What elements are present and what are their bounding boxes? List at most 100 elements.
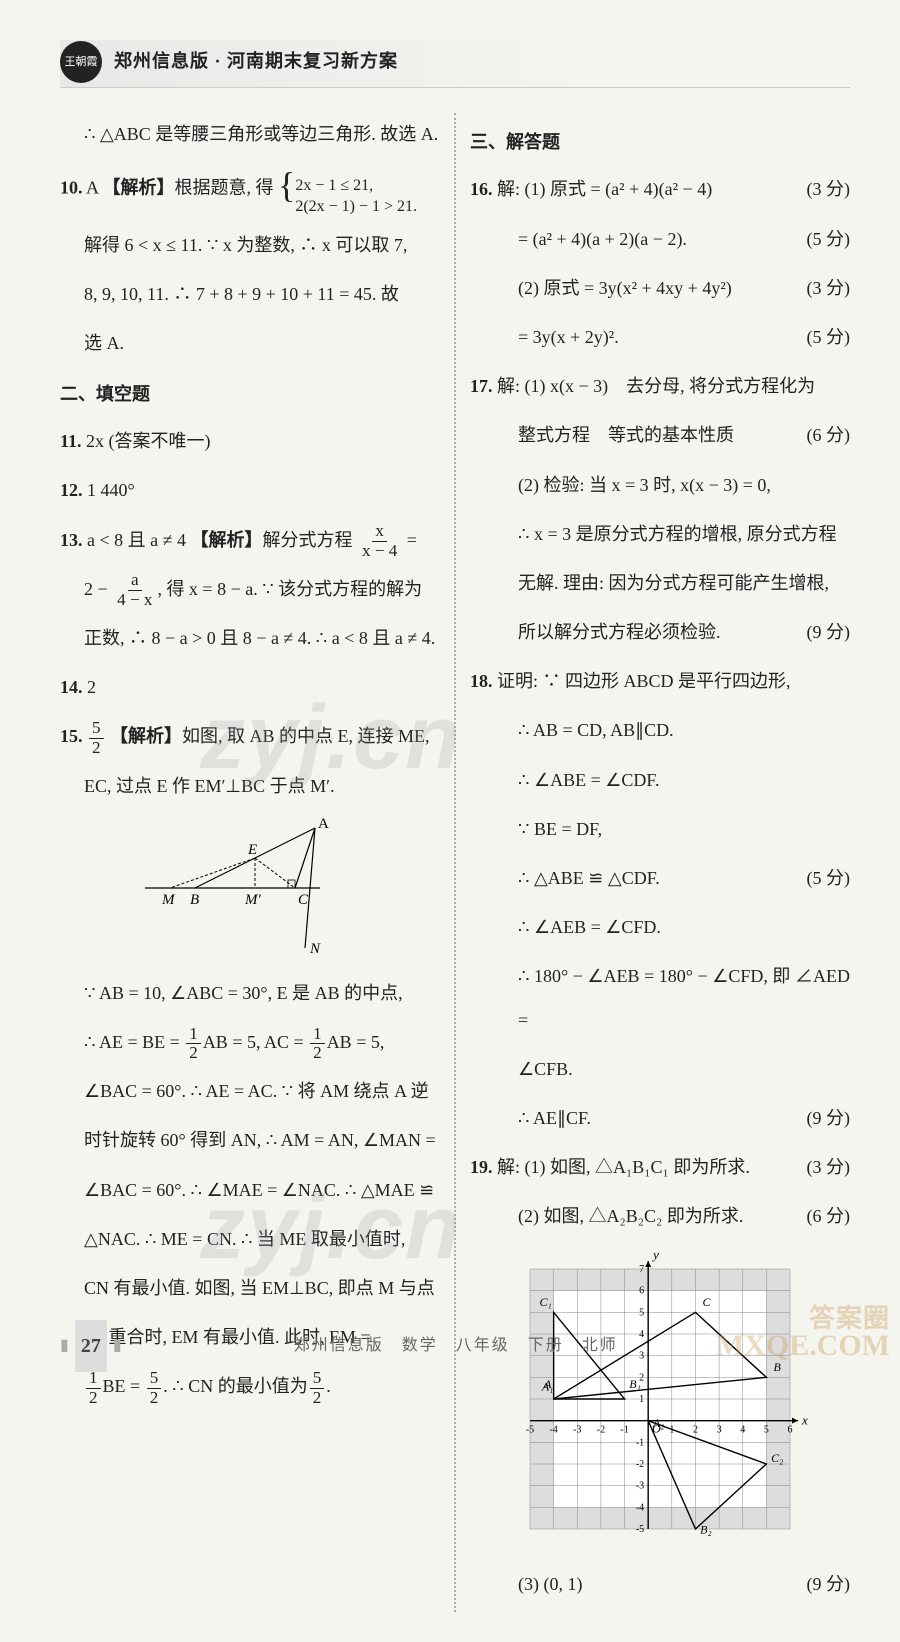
svg-text:x: x (801, 1412, 808, 1427)
right-column: 三、解答题 16. 解: (1) 原式 = (a² + 4)(a² − 4) (… (456, 113, 850, 1612)
q18-l7: ∴ 180° − ∠AEB = 180° − ∠CFD, 即 ∠AED = (470, 955, 850, 1041)
svg-text:7: 7 (639, 1264, 644, 1275)
svg-text:B₂: B₂ (700, 1522, 712, 1536)
svg-text:5: 5 (764, 1424, 769, 1435)
svg-text:C₁: C₁ (539, 1294, 551, 1308)
q10-sys2: 2(2x − 1) − 1 > 21. (295, 197, 417, 218)
svg-text:6: 6 (639, 1285, 644, 1296)
q13-pre: a < 8 且 a ≠ 4 (87, 530, 186, 550)
q15-line2: EC, 过点 E 作 EM′⊥BC 于点 M′. (60, 765, 440, 808)
q13-eq: = (402, 530, 417, 550)
q13-frac1: xx − 4 (359, 522, 400, 561)
q15-p1: ∴ AE = BE = 12AB = 5, AC = 12AB = 5, (60, 1021, 440, 1064)
q18-l2: ∴ AB = CD, AB∥CD. (470, 709, 850, 752)
q13-label: 【解析】 (191, 530, 263, 550)
q10-num: 10. (60, 178, 83, 198)
svg-text:3: 3 (717, 1424, 722, 1435)
svg-text:C₂: C₂ (771, 1450, 783, 1464)
q10-label: 【解析】 (103, 178, 175, 198)
q19-graph: -5-4-3-2-1123456-5-4-3-2-11234567xyOABCA… (470, 1249, 850, 1549)
page: 王朝霞 郑州信息版 · 河南期末复习新方案 ∴ △ABC 是等腰三角形或等边三角… (0, 0, 900, 1642)
page-num-box: ▮ 27 ▮ (60, 1320, 122, 1372)
q18-l3: ∴ ∠ABE = ∠CDF. (470, 759, 850, 802)
svg-text:B₁: B₁ (629, 1377, 641, 1391)
svg-text:-5: -5 (526, 1424, 534, 1435)
q10-line4: 选 A. (60, 322, 440, 365)
q12-num: 12. (60, 480, 83, 500)
q15-p5: 时针旋转 60° 得到 AN, ∴ AM = AN, ∠MAN = (60, 1119, 440, 1162)
q15-num: 15. (60, 726, 83, 746)
svg-text:-3: -3 (573, 1424, 581, 1435)
q15-diagram: A E M B M′ C N (60, 818, 440, 958)
q13: 13. a < 8 且 a ≠ 4 【解析】解分式方程 xx − 4 = (60, 519, 440, 562)
svg-text:5: 5 (639, 1307, 644, 1318)
q18-l1: 18. 证明: ∵ 四边形 ABCD 是平行四边形, (470, 660, 850, 703)
svg-text:-1: -1 (636, 1437, 644, 1448)
svg-text:y: y (651, 1249, 659, 1262)
q15-p4: ∠BAC = 60°. ∴ AE = AC. ∵ 将 AM 绕点 A 逆 (60, 1070, 440, 1113)
q19-l3: (3) (0, 1)(9 分) (470, 1563, 850, 1606)
q13-line2: 2 − a4 − x, 得 x = 8 − a. ∵ 该分式方程的解为 (60, 568, 440, 611)
svg-text:A₂: A₂ (652, 1416, 665, 1430)
q11-num: 11. (60, 431, 82, 451)
q10: 10. A 【解析】根据题意, 得 { 2x − 1 ≤ 21, 2(2x − … (60, 162, 440, 217)
q14-text: 2 (87, 677, 96, 697)
q18-l5: ∴ △ABE ≌ △CDF.(5 分) (470, 857, 850, 900)
svg-text:M: M (161, 892, 176, 908)
left-column: ∴ △ABC 是等腰三角形或等边三角形. 故选 A. 10. A 【解析】根据题… (60, 113, 454, 1612)
q15-p8: CN 有最小值. 如图, 当 EM⊥BC, 即点 M 与点 (60, 1267, 440, 1310)
q19-l1: 19. 解: (1) 如图, △A₁B₁C₁ 即为所求.(3 分) (470, 1146, 850, 1189)
q17-l5: 无解. 理由: 因为分式方程可能产生增根, (470, 562, 850, 605)
svg-text:C: C (703, 1294, 712, 1308)
q10-sys1: 2x − 1 ≤ 21, (295, 176, 417, 197)
section-2-head: 二、填空题 (60, 373, 440, 416)
q13-line3: 正数, ∴ 8 − a > 0 且 8 − a ≠ 4. ∴ a < 8 且 a… (60, 617, 440, 660)
page-number: 27 (75, 1320, 107, 1372)
q15-p6: ∠BAC = 60°. ∴ ∠MAE = ∠NAC. ∴ △MAE ≌ (60, 1169, 440, 1212)
header-title: 郑州信息版 · 河南期末复习新方案 (114, 40, 398, 83)
svg-text:M′: M′ (244, 892, 261, 908)
svg-text:N: N (309, 941, 321, 957)
q19-l2: (2) 如图, △A₂B₂C₂ 即为所求.(6 分) (470, 1195, 850, 1238)
q18-l4: ∵ BE = DF, (470, 808, 850, 851)
q16-l3: (2) 原式 = 3y(x² + 4xy + 4y²)(3 分) (470, 267, 850, 310)
q18-l6: ∴ ∠AEB = ∠CFD. (470, 906, 850, 949)
q15-p7: △NAC. ∴ ME = CN. ∴ 当 ME 取最小值时, (60, 1218, 440, 1261)
two-column-layout: ∴ △ABC 是等腰三角形或等边三角形. 故选 A. 10. A 【解析】根据题… (60, 113, 850, 1612)
q11: 11. 2x (答案不唯一) (60, 420, 440, 463)
svg-text:6: 6 (788, 1424, 793, 1435)
q17-l4: ∴ x = 3 是原分式方程的增根, 原分式方程 (470, 513, 850, 556)
corner-watermark-bottom: MXQE.COM (716, 1310, 890, 1382)
q13-l2a: 2 − (84, 579, 112, 599)
svg-text:A₁: A₁ (541, 1379, 554, 1393)
svg-text:-2: -2 (597, 1424, 605, 1435)
svg-text:4: 4 (740, 1424, 745, 1435)
q10-line3: 8, 9, 10, 11. ∴ 7 + 8 + 9 + 10 + 11 = 45… (60, 273, 440, 316)
q18-l8: ∠CFB. (470, 1048, 850, 1091)
header: 王朝霞 郑州信息版 · 河南期末复习新方案 (60, 40, 850, 88)
q16-l2: = (a² + 4)(a + 2)(a − 2).(5 分) (470, 218, 850, 261)
svg-text:-5: -5 (636, 1524, 644, 1535)
q13-text1: 解分式方程 (263, 530, 353, 550)
svg-text:-1: -1 (620, 1424, 628, 1435)
svg-text:2: 2 (693, 1424, 698, 1435)
svg-text:E: E (247, 842, 257, 858)
svg-text:B: B (190, 892, 199, 908)
q11-text: 2x (答案不唯一) (86, 431, 211, 451)
q13-l2b: , 得 x = 8 − a. ∵ 该分式方程的解为 (157, 579, 422, 599)
logo-text: 王朝霞 (65, 56, 98, 68)
q14-num: 14. (60, 677, 83, 697)
q17-l2: 整式方程 等式的基本性质(6 分) (470, 414, 850, 457)
svg-text:A: A (318, 818, 329, 832)
q16-l1: 16. 解: (1) 原式 = (a² + 4)(a² − 4) (3 分) (470, 168, 850, 211)
svg-text:-4: -4 (636, 1502, 644, 1513)
svg-text:C: C (298, 892, 309, 908)
q10-text1: 根据题意, 得 (175, 178, 274, 198)
q15: 15. 52 【解析】如图, 取 AB 的中点 E, 连接 ME, (60, 715, 440, 758)
q12-text: 1 440° (87, 480, 135, 500)
score: (3 分) (807, 168, 851, 211)
svg-text:-3: -3 (636, 1480, 644, 1491)
q17-l1: 17. 解: (1) x(x − 3) 去分母, 将分式方程化为 (470, 365, 850, 408)
q10-line2: 解得 6 < x ≤ 11. ∵ x 为整数, ∴ x 可以取 7, (60, 224, 440, 267)
q17-l3: (2) 检验: 当 x = 3 时, x(x − 3) = 0, (470, 464, 850, 507)
